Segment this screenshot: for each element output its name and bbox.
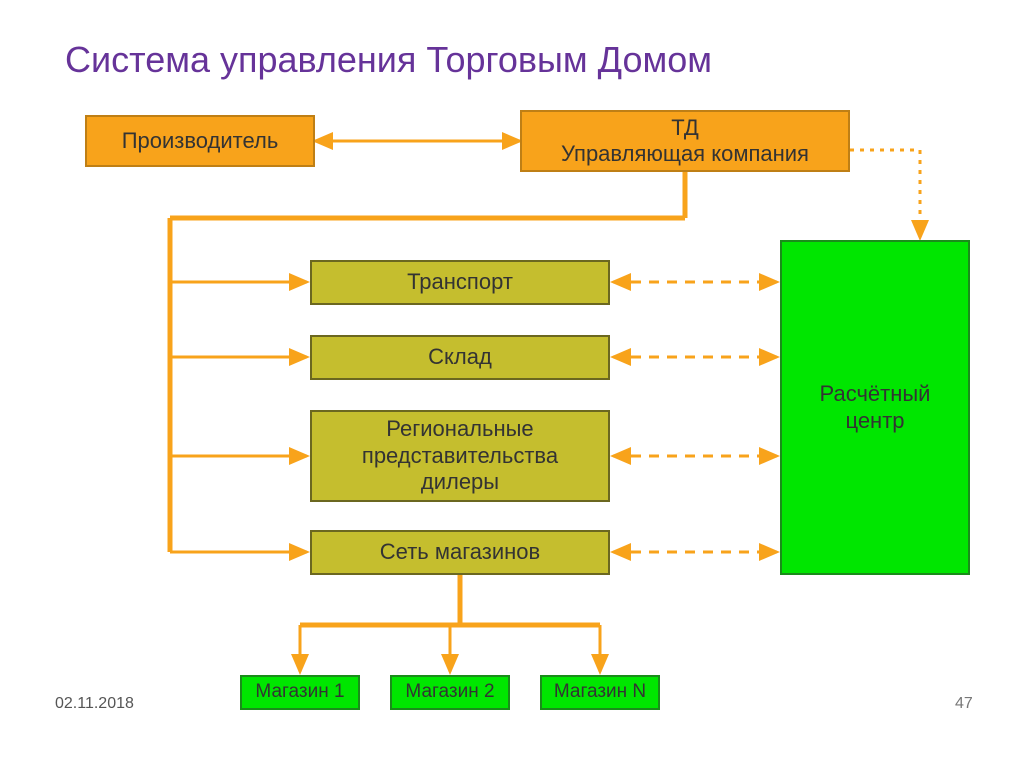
conn-td-center — [850, 150, 920, 238]
box-shopN: Магазин N — [540, 675, 660, 710]
box-stores: Сеть магазинов — [310, 530, 610, 575]
box-center: Расчётныйцентр — [780, 240, 970, 575]
box-regional: Региональныепредставительствадилеры — [310, 410, 610, 502]
slide-date: 02.11.2018 — [55, 695, 134, 713]
box-warehouse: Склад — [310, 335, 610, 380]
box-td: ТДУправляющая компания — [520, 110, 850, 172]
slide: Система управления Торговым Домом Произв… — [0, 0, 1024, 768]
box-shop2: Магазин 2 — [390, 675, 510, 710]
box-shop1: Магазин 1 — [240, 675, 360, 710]
box-producer: Производитель — [85, 115, 315, 167]
box-transport: Транспорт — [310, 260, 610, 305]
slide-title: Система управления Торговым Домом — [65, 40, 712, 80]
page-number: 47 — [955, 695, 973, 713]
